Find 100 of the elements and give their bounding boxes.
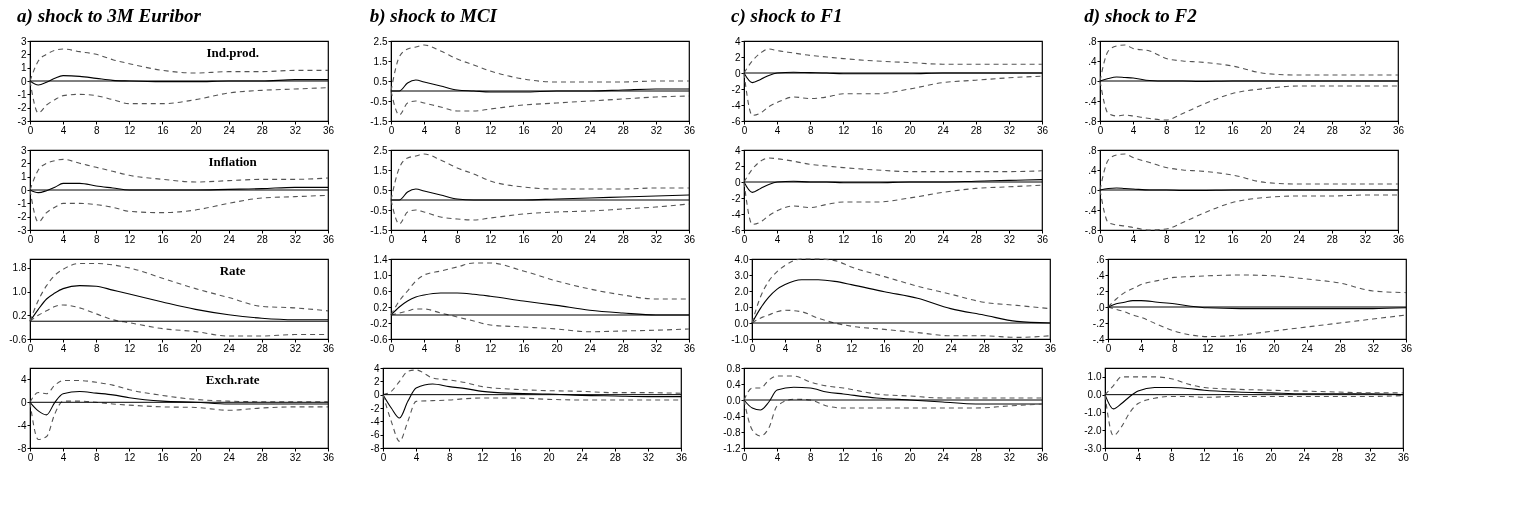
x-tick-label: 36: [1036, 451, 1049, 463]
x-tick-label: 12: [485, 342, 497, 354]
x-tick-label: 4: [1138, 342, 1145, 354]
x-tick-label: 12: [1199, 451, 1211, 463]
x-tick-label: 32: [289, 451, 302, 463]
y-tick-label: -1.0: [1084, 406, 1102, 418]
x-tick-label: 8: [93, 451, 100, 463]
y-tick-label: -3.0: [1084, 442, 1102, 454]
x-tick-label: 32: [650, 342, 663, 354]
x-tick-label: 8: [807, 451, 814, 463]
x-tick-label: 4: [782, 342, 789, 354]
x-tick-label: 8: [454, 233, 461, 245]
y-tick-label: -4: [731, 99, 741, 111]
y-tick-label: -2: [370, 402, 380, 414]
x-tick-label: 12: [1194, 233, 1206, 245]
y-tick-label: .8: [1088, 144, 1097, 156]
y-tick-label: 4: [373, 362, 380, 374]
x-tick-label: 20: [904, 233, 917, 245]
y-tick-label: 0.0: [1087, 389, 1102, 401]
x-tick-label: 12: [1202, 342, 1214, 354]
y-tick-label: 2: [20, 157, 27, 169]
y-tick-label: 2.0: [734, 285, 749, 297]
y-tick-label: -0.6: [9, 333, 27, 345]
x-tick-label: 36: [1397, 451, 1410, 463]
y-tick-label: -.4: [1084, 204, 1097, 216]
x-tick-label: 24: [1301, 342, 1314, 354]
y-tick-label: -8: [17, 442, 27, 454]
y-tick-label: -4: [370, 415, 380, 427]
x-tick-label: 32: [1003, 233, 1016, 245]
x-tick-label: 28: [617, 342, 630, 354]
x-tick-label: 12: [838, 451, 850, 463]
x-tick-label: 28: [1334, 342, 1347, 354]
x-tick-label: 28: [609, 451, 622, 463]
x-tick-label: 20: [912, 342, 925, 354]
y-tick-label: 1.0: [12, 286, 27, 298]
x-tick-label: 36: [1044, 342, 1057, 354]
x-tick-label: 12: [838, 124, 850, 136]
x-tick-label: 8: [1163, 233, 1170, 245]
y-tick-label: 1.5: [373, 55, 388, 67]
x-tick-label: 4: [60, 124, 67, 136]
x-tick-label: 8: [807, 124, 814, 136]
x-tick-label: 4: [1135, 451, 1142, 463]
y-tick-label: .2: [1096, 285, 1105, 297]
y-tick-label: 0.0: [726, 394, 741, 406]
x-tick-label: 12: [124, 124, 136, 136]
x-tick-label: 32: [1011, 342, 1024, 354]
annotation: Ind.prod.: [206, 45, 259, 60]
x-tick-label: 28: [617, 233, 630, 245]
x-tick-label: 24: [584, 342, 597, 354]
x-tick-label: 12: [485, 233, 497, 245]
x-tick-label: 20: [190, 124, 203, 136]
x-tick-label: 32: [650, 124, 663, 136]
x-tick-label: 32: [1003, 451, 1016, 463]
y-tick-label: -3: [17, 224, 27, 236]
x-tick-label: 36: [1392, 124, 1405, 136]
x-tick-label: 8: [1168, 451, 1175, 463]
x-tick-label: 24: [937, 233, 950, 245]
y-tick-label: -0.5: [370, 95, 388, 107]
x-tick-label: 12: [485, 124, 497, 136]
x-tick-label: 28: [978, 342, 991, 354]
y-tick-label: -3: [17, 115, 27, 127]
y-tick-label: 2: [734, 51, 741, 63]
x-tick-label: 20: [551, 342, 564, 354]
x-tick-label: 28: [256, 451, 269, 463]
x-tick-label: 16: [1227, 233, 1239, 245]
x-tick-label: 4: [774, 233, 781, 245]
x-tick-label: 4: [413, 451, 420, 463]
x-tick-label: 20: [1265, 451, 1278, 463]
x-tick-label: 36: [1392, 233, 1405, 245]
y-tick-label: -6: [370, 429, 380, 441]
y-tick-label: 4: [734, 35, 741, 47]
chart-title: b) shock to MCI: [369, 5, 498, 27]
x-tick-label: 4: [774, 124, 781, 136]
x-tick-label: 36: [1036, 233, 1049, 245]
x-tick-label: 8: [807, 233, 814, 245]
x-tick-label: 12: [1194, 124, 1206, 136]
y-tick-label: 4.0: [734, 253, 749, 265]
x-tick-label: 36: [322, 451, 335, 463]
x-tick-label: 8: [454, 342, 461, 354]
x-tick-label: 36: [1400, 342, 1413, 354]
y-tick-label: -0.4: [723, 410, 741, 422]
y-tick-label: 1.8: [12, 262, 27, 274]
y-tick-label: 1.0: [734, 301, 749, 313]
y-tick-label: -1.5: [370, 224, 388, 236]
x-tick-label: 32: [650, 233, 663, 245]
x-tick-label: 20: [551, 233, 564, 245]
y-tick-label: -2: [17, 102, 27, 114]
x-tick-label: 32: [289, 342, 302, 354]
y-tick-label: -0.6: [370, 333, 388, 345]
x-tick-label: 20: [190, 451, 203, 463]
x-tick-label: 8: [1163, 124, 1170, 136]
y-tick-label: 2: [20, 48, 27, 60]
x-tick-label: 8: [1171, 342, 1178, 354]
x-tick-label: 8: [93, 124, 100, 136]
x-tick-label: 16: [518, 233, 530, 245]
x-tick-label: 24: [937, 124, 950, 136]
y-tick-label: 4: [734, 144, 741, 156]
x-tick-label: 36: [322, 342, 335, 354]
x-tick-label: 32: [289, 124, 302, 136]
x-tick-label: 20: [543, 451, 556, 463]
